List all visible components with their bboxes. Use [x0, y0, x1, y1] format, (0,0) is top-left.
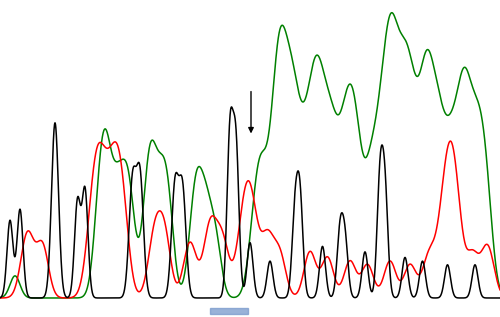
Bar — [210, 308, 248, 314]
